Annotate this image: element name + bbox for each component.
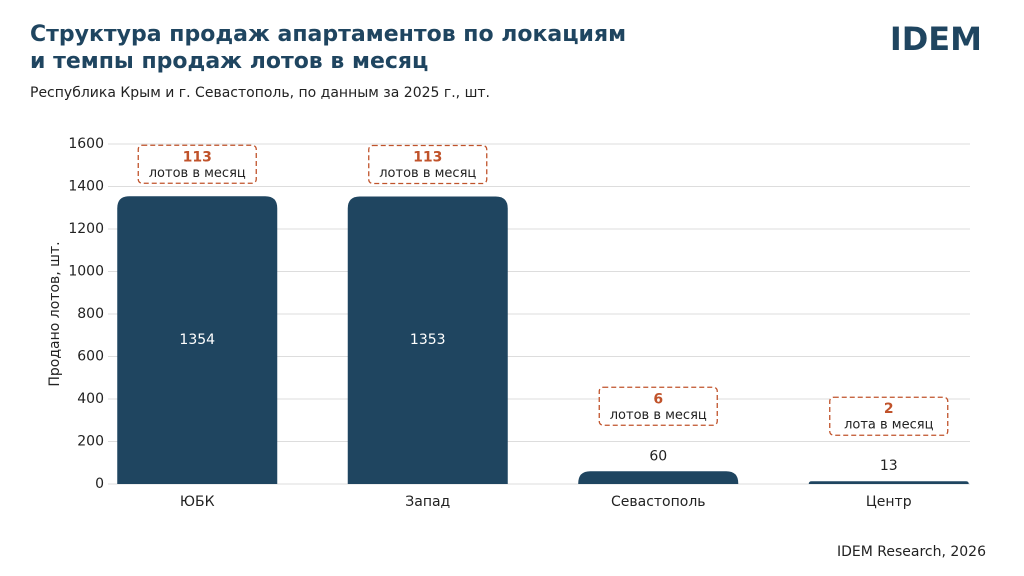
x-tick-label: Севастополь bbox=[611, 494, 706, 510]
chart-title: и темпы продаж лотов в месяц bbox=[30, 49, 428, 74]
y-tick-label: 1400 bbox=[68, 179, 104, 195]
value-label: 1353 bbox=[410, 332, 446, 348]
annotation-box bbox=[829, 396, 949, 436]
annotation-label: лотов в месяц bbox=[379, 166, 476, 181]
value-label: 1354 bbox=[179, 332, 215, 348]
annotation-label: лотов в месяц bbox=[149, 166, 246, 181]
bar bbox=[578, 471, 739, 484]
bar bbox=[808, 481, 969, 484]
y-tick-label: 800 bbox=[77, 306, 104, 322]
y-tick-label: 400 bbox=[77, 391, 104, 407]
annotation-label: лотов в месяц bbox=[610, 408, 707, 423]
value-label: 13 bbox=[880, 458, 898, 474]
annotation-value: 113 bbox=[413, 149, 442, 165]
y-tick-label: 1000 bbox=[68, 264, 104, 280]
y-tick-label: 1200 bbox=[68, 221, 104, 237]
y-tick-label: 1600 bbox=[68, 136, 104, 152]
source: IDEM Research, 2026 bbox=[837, 544, 986, 560]
y-axis-label: Продано лотов, шт. bbox=[47, 241, 63, 386]
x-tick-label: ЮБК bbox=[180, 494, 215, 510]
bar bbox=[117, 196, 278, 484]
value-label: 60 bbox=[649, 448, 667, 464]
annotation-value: 2 bbox=[884, 401, 894, 417]
x-tick-label: Запад bbox=[405, 494, 450, 510]
annotation-box bbox=[368, 144, 488, 185]
annotation-label: лота в месяц bbox=[844, 418, 934, 433]
chart-title: Структура продаж апартаментов по локация… bbox=[30, 22, 626, 47]
y-tick-label: 200 bbox=[77, 434, 104, 450]
bar bbox=[347, 196, 508, 485]
annotation-value: 6 bbox=[653, 391, 663, 407]
logo: IDEM bbox=[890, 20, 982, 58]
annotation-value: 113 bbox=[183, 149, 212, 165]
y-tick-label: 600 bbox=[77, 349, 104, 365]
annotation-box bbox=[137, 144, 257, 184]
annotation-box bbox=[598, 386, 718, 426]
y-tick-label: 0 bbox=[95, 476, 104, 492]
x-tick-label: Центр bbox=[866, 494, 912, 510]
subtitle: Республика Крым и г. Севастополь, по дан… bbox=[30, 85, 490, 101]
